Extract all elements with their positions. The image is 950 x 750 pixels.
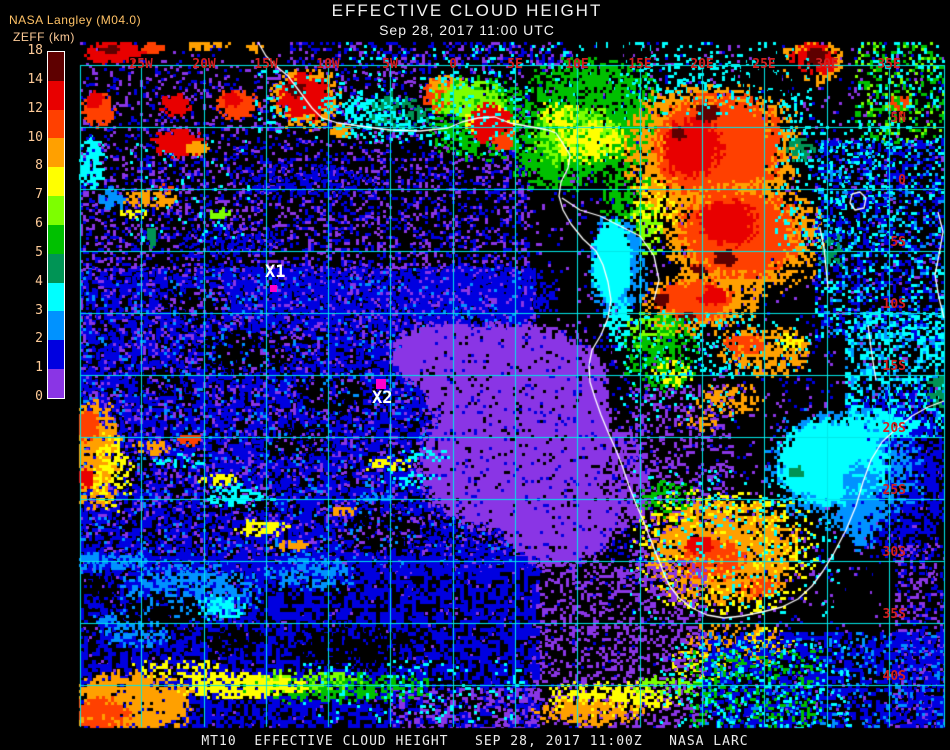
legend-tick: 8 — [35, 158, 43, 174]
lat-label: 5N — [890, 111, 906, 126]
lon-label: 5E — [507, 57, 523, 72]
legend-segment — [48, 109, 64, 139]
lat-label: 10S — [882, 297, 906, 312]
lon-label: 15E — [628, 57, 652, 72]
legend-segment — [48, 52, 64, 81]
source-label: NASA Langley (M04.0) — [9, 13, 142, 27]
legend-tick: 2 — [35, 331, 43, 347]
legend-segment — [48, 138, 64, 168]
lat-label: 35S — [882, 607, 906, 622]
lon-label: 20W — [192, 57, 216, 72]
lon-label: 25E — [752, 57, 776, 72]
lon-label: 5W — [382, 57, 398, 72]
legend-tick: 12 — [27, 100, 43, 116]
legend-tick: 6 — [35, 216, 43, 231]
lon-label: 10E — [565, 57, 589, 72]
legend-segment — [48, 196, 64, 225]
lat-label: 0 — [898, 173, 906, 188]
legend-tick: 7 — [35, 187, 43, 203]
lon-label: 15W — [254, 57, 278, 72]
lon-label: 0 — [449, 57, 457, 72]
legend-tick: 10 — [27, 129, 43, 145]
color-scale-legend — [47, 51, 65, 399]
legend-segment — [48, 253, 64, 283]
lat-label: 40S — [882, 669, 906, 684]
legend-segment — [48, 282, 64, 312]
legend-tick: 5 — [35, 244, 43, 260]
lat-label: 25S — [882, 483, 906, 498]
legend-tick: 3 — [35, 302, 43, 318]
legend-tick: 4 — [35, 273, 43, 289]
lon-label: 25W — [129, 57, 153, 72]
lat-label: 30S — [882, 545, 906, 560]
title-block: EFFECTIVE CLOUD HEIGHT Sep 28, 2017 11:0… — [0, 1, 934, 38]
lon-label: 20E — [690, 57, 714, 72]
timestamp: Sep 28, 2017 11:00 UTC — [379, 22, 555, 38]
page-title: EFFECTIVE CLOUD HEIGHT — [331, 1, 603, 20]
legend-segment — [48, 311, 64, 341]
marker-dot-x2 — [376, 379, 386, 389]
legend-segment — [48, 340, 64, 370]
lat-label: 20S — [882, 421, 906, 436]
marker-label-x1: X1 — [265, 262, 286, 282]
lon-label: 35E — [877, 57, 901, 72]
lon-label: 10W — [316, 57, 340, 72]
marker-dot-x1 — [269, 284, 277, 292]
legend-title: ZEFF (km) — [13, 30, 75, 44]
lat-label: 5S — [890, 235, 906, 250]
legend-segment — [48, 369, 64, 398]
legend-segment — [48, 80, 64, 110]
legend-tick: 14 — [27, 71, 43, 87]
footer-caption: MT10 EFFECTIVE CLOUD HEIGHT SEP 28, 2017… — [201, 734, 749, 749]
lat-label: 15S — [882, 359, 906, 374]
legend-segment — [48, 224, 64, 254]
marker-label-x2: X2 — [372, 388, 393, 408]
legend-segment — [48, 167, 64, 197]
legend-tick: 18 — [27, 43, 43, 58]
legend-tick: 1 — [35, 360, 43, 376]
lon-label: 30E — [815, 57, 839, 72]
legend-tick: 0 — [35, 389, 43, 404]
